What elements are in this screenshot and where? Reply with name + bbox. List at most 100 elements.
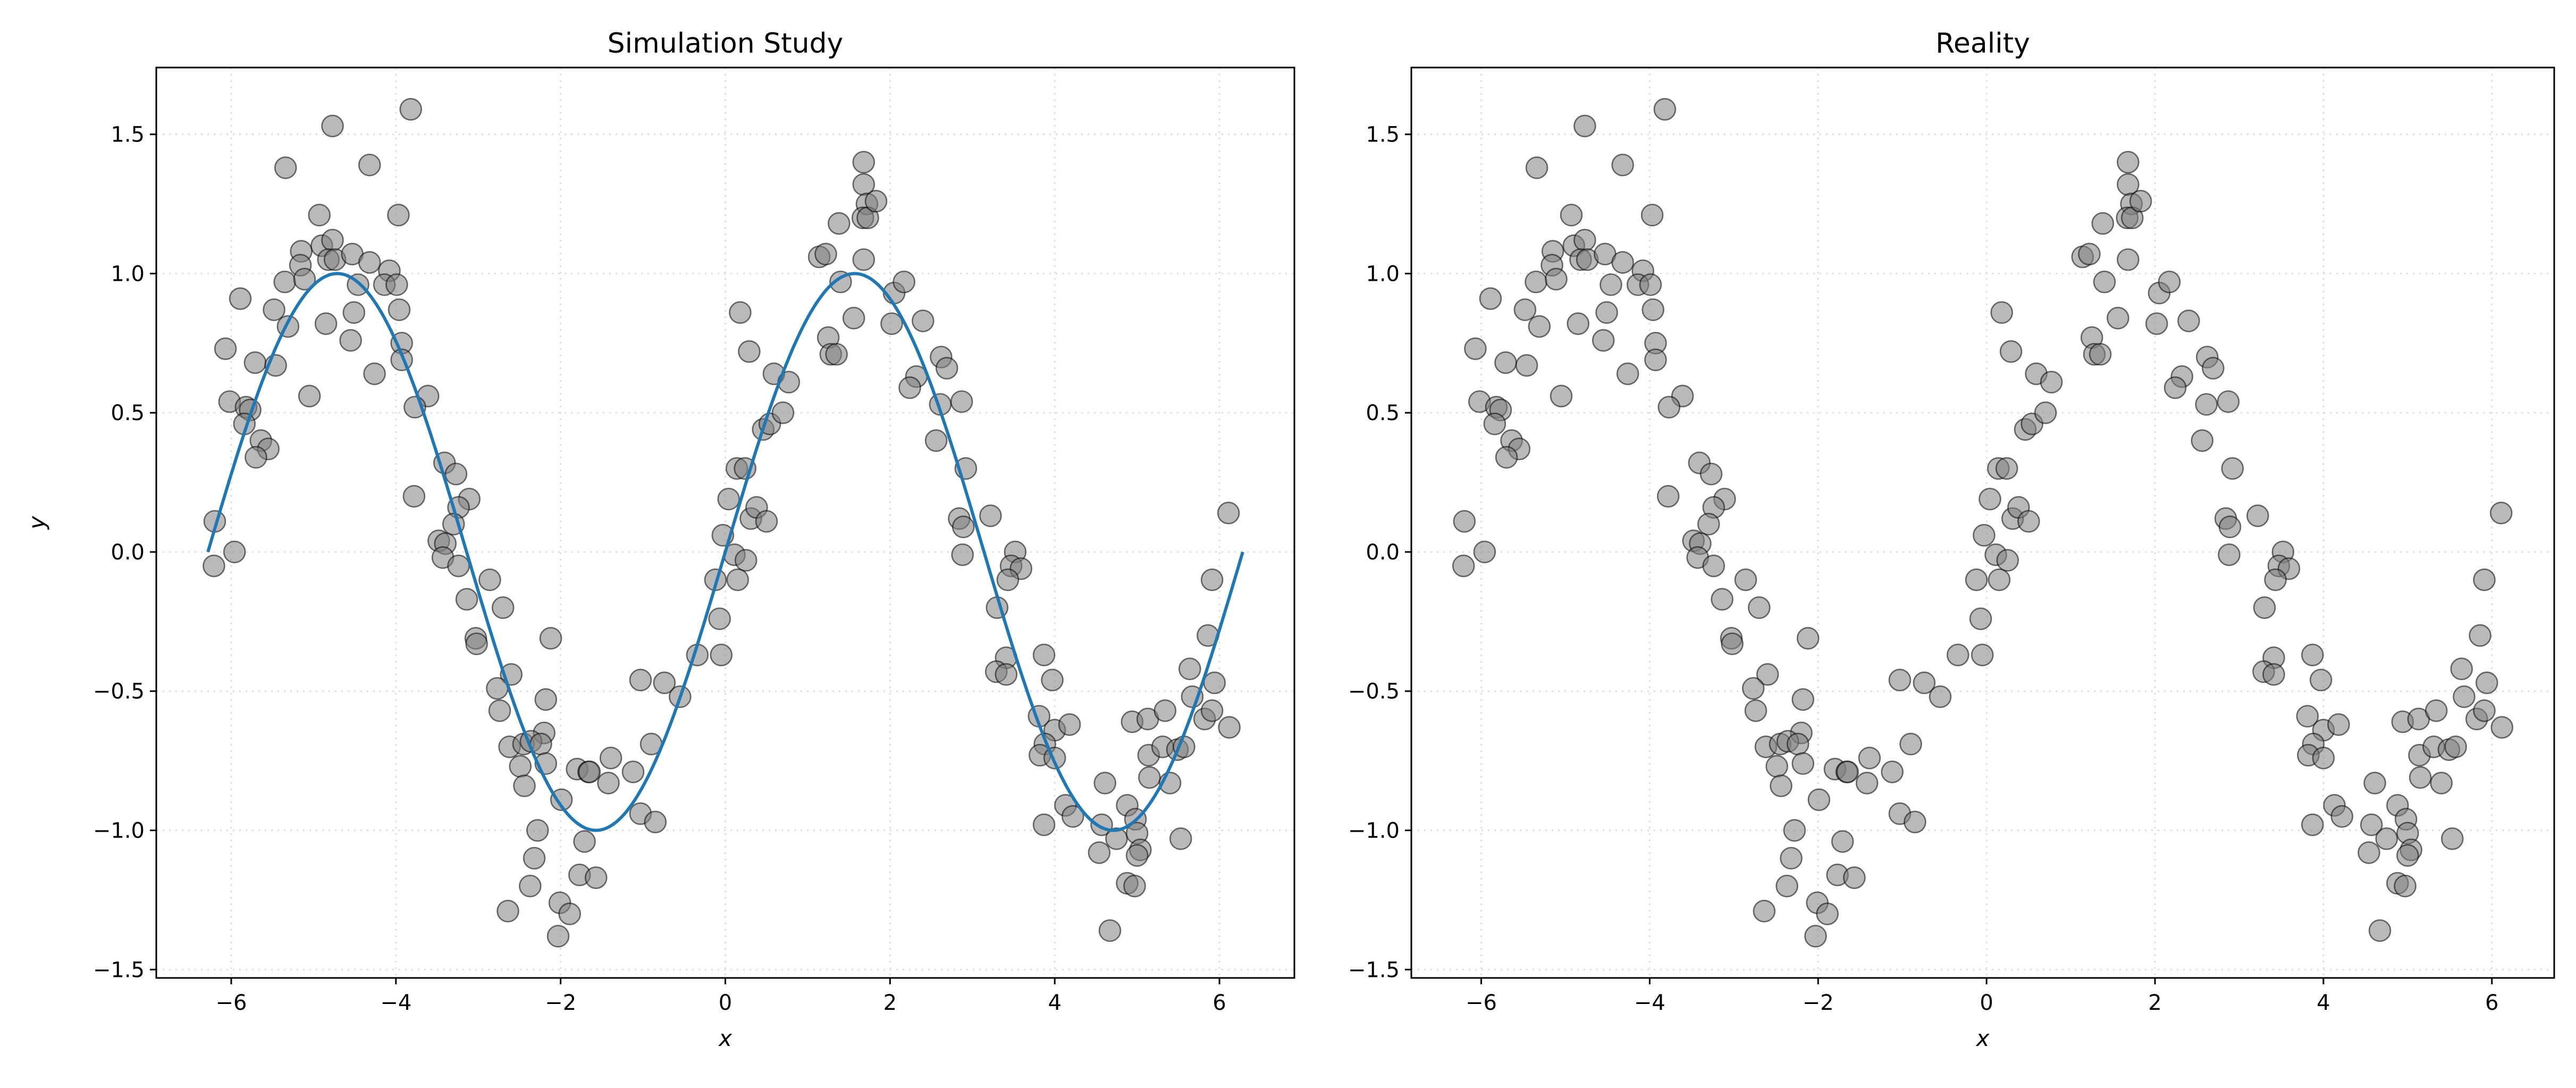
data-point bbox=[2158, 270, 2181, 294]
data-point bbox=[995, 663, 1018, 686]
data-point bbox=[2262, 663, 2285, 686]
data-point bbox=[491, 596, 515, 619]
panel-reality: −6 −4 −2 0 2 4 6 −1.5 −1.0 −0.5 0.0 0.5 1.0 1.5 Realit… bbox=[1348, 28, 2555, 1051]
data-point bbox=[1657, 396, 1681, 419]
data-point bbox=[597, 772, 620, 794]
x-tick-label: 4 bbox=[1048, 991, 1061, 1015]
data-point bbox=[1831, 830, 1854, 853]
data-point bbox=[2253, 596, 2276, 619]
data-point bbox=[1611, 251, 1634, 274]
data-point bbox=[263, 298, 285, 321]
data-point bbox=[1611, 153, 1634, 177]
data-point bbox=[1200, 699, 1224, 722]
data-point bbox=[1600, 273, 1622, 296]
data-point bbox=[223, 540, 246, 564]
data-point bbox=[2034, 401, 2057, 424]
data-point bbox=[2117, 248, 2140, 271]
data-point bbox=[2296, 705, 2319, 728]
data-point bbox=[1929, 685, 1952, 708]
data-point bbox=[842, 306, 865, 330]
x-tick-label: 0 bbox=[719, 991, 732, 1015]
data-point bbox=[771, 401, 795, 424]
data-point bbox=[1483, 412, 1506, 436]
data-point bbox=[2195, 393, 2218, 416]
data-point bbox=[558, 902, 582, 925]
data-point bbox=[293, 267, 316, 291]
y-tick-label: 1.0 bbox=[111, 262, 145, 286]
data-point bbox=[1573, 114, 1596, 138]
data-point bbox=[1525, 156, 1548, 179]
data-point bbox=[1990, 301, 2013, 324]
data-point bbox=[1804, 925, 1827, 948]
data-point bbox=[2301, 813, 2324, 836]
data-point bbox=[1791, 688, 1815, 711]
data-point bbox=[1744, 699, 1767, 722]
data-point bbox=[1753, 900, 1776, 923]
data-point bbox=[2489, 501, 2513, 524]
data-point bbox=[2360, 813, 2383, 836]
data-point bbox=[2330, 805, 2354, 828]
data-point bbox=[308, 204, 331, 227]
data-point bbox=[2440, 827, 2464, 850]
data-point bbox=[321, 114, 344, 138]
data-point bbox=[2264, 568, 2287, 591]
data-point bbox=[1218, 716, 1241, 739]
data-point bbox=[2117, 150, 2140, 174]
data-point bbox=[1965, 568, 1988, 591]
y-tick-label: 1.5 bbox=[1366, 123, 1400, 147]
data-point bbox=[1699, 463, 1723, 486]
data-point bbox=[2145, 312, 2168, 335]
data-point bbox=[385, 273, 408, 296]
chart-title: Simulation Study bbox=[608, 28, 844, 60]
data-point bbox=[2221, 457, 2244, 480]
data-point bbox=[2490, 716, 2514, 739]
data-point bbox=[1545, 267, 1568, 291]
y-tick-label: 1.0 bbox=[1366, 262, 1400, 286]
data-point bbox=[2309, 668, 2333, 692]
data-point bbox=[2327, 713, 2350, 736]
y-tick-label: −0.5 bbox=[1348, 680, 1400, 704]
data-point bbox=[578, 760, 601, 783]
data-point bbox=[1452, 554, 1475, 578]
data-point bbox=[864, 190, 888, 213]
data-point bbox=[734, 549, 757, 572]
data-point bbox=[478, 568, 501, 591]
y-tick-label: −0.5 bbox=[93, 680, 145, 704]
data-point bbox=[2106, 306, 2129, 330]
x-tick-label: −2 bbox=[1803, 991, 1834, 1015]
data-point bbox=[358, 153, 381, 177]
data-point bbox=[1946, 643, 1969, 666]
data-point bbox=[979, 504, 1002, 528]
data-point bbox=[1721, 632, 1744, 656]
data-point bbox=[1855, 772, 1879, 794]
data-point bbox=[2358, 841, 2380, 864]
data-point bbox=[1843, 866, 1866, 889]
data-point bbox=[2444, 735, 2467, 758]
data-point bbox=[214, 337, 237, 361]
data-point bbox=[363, 362, 386, 386]
x-tick-label: −6 bbox=[215, 991, 247, 1015]
data-point bbox=[912, 309, 935, 332]
data-point bbox=[2394, 874, 2417, 898]
data-point bbox=[814, 242, 837, 266]
data-point bbox=[314, 312, 338, 335]
data-point bbox=[2017, 510, 2040, 533]
x-tick-label: −2 bbox=[545, 991, 576, 1015]
data-point bbox=[1550, 384, 1573, 408]
data-point bbox=[952, 515, 975, 539]
data-point bbox=[1836, 760, 1859, 783]
data-point bbox=[880, 312, 903, 335]
data-point bbox=[1573, 229, 1596, 252]
data-point bbox=[399, 98, 423, 121]
x-tick-label: −6 bbox=[1466, 991, 1497, 1015]
data-point bbox=[229, 287, 252, 310]
data-point bbox=[1979, 488, 2001, 510]
data-point bbox=[1780, 847, 1803, 870]
data-point bbox=[1515, 354, 1538, 377]
data-point bbox=[996, 568, 1020, 591]
data-point bbox=[298, 384, 321, 408]
data-point bbox=[1592, 329, 1615, 352]
data-point bbox=[1203, 671, 1226, 694]
data-point bbox=[1093, 772, 1116, 794]
